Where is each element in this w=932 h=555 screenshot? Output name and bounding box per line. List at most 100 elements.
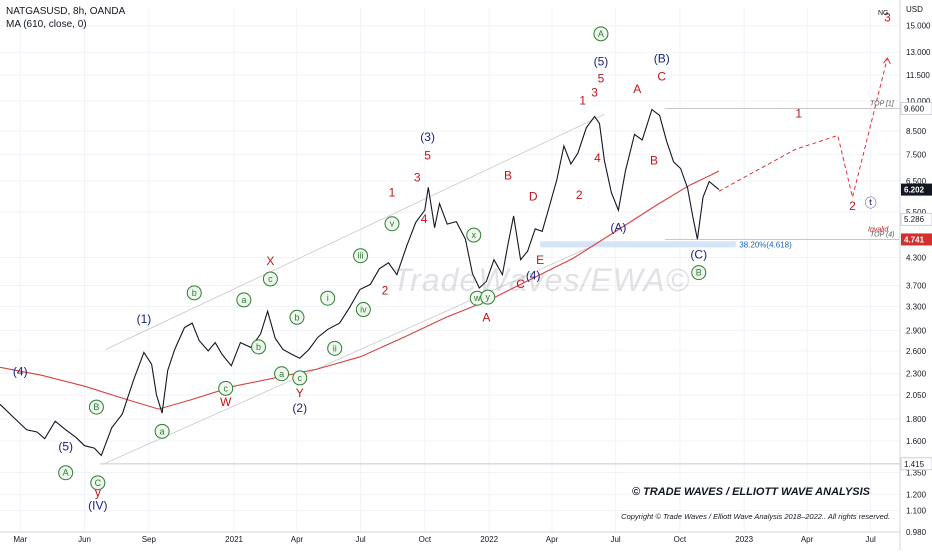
wave-label: a	[160, 426, 165, 436]
price-badge	[900, 102, 932, 115]
price-badge	[901, 233, 932, 246]
wave-label: (A)	[610, 220, 626, 234]
y-tick-label: 1.800	[906, 415, 927, 424]
wave-label: 2	[849, 199, 856, 213]
wave-label-circle	[88, 399, 104, 415]
x-tick-label: Apr	[801, 535, 814, 544]
wave-label-circle	[251, 339, 267, 355]
wave-label: (4)	[13, 364, 28, 378]
y-tick-label: 4.300	[906, 254, 927, 263]
forecast-path	[718, 57, 891, 198]
y-tick-label: 1.100	[906, 507, 927, 516]
wave-label-circle	[691, 265, 707, 281]
wave-label: v	[390, 219, 395, 229]
wave-label: A	[63, 468, 69, 478]
wave-label: a	[241, 295, 246, 305]
price-badge-label: 9.600	[904, 105, 925, 114]
fib-zone: 38.20%(4.618)	[540, 240, 792, 249]
copyright-main: © TRADE WAVES / ELLIOTT WAVE ANALYSIS	[631, 486, 870, 498]
channel-line	[105, 244, 595, 464]
y-tick-label: 10.000	[906, 97, 931, 106]
x-tick-label: Oct	[419, 535, 432, 544]
wave-label: A	[633, 82, 641, 96]
wave-label-circle	[320, 290, 336, 306]
wave-label: (5)	[594, 55, 609, 69]
wave-label-circle	[218, 380, 234, 396]
price-badge	[900, 457, 932, 471]
wave-label-circle	[384, 216, 400, 232]
wave-label: iv	[360, 305, 367, 315]
wave-label-circle	[90, 475, 106, 491]
wave-label: 4	[594, 151, 601, 165]
wave-label-circle	[154, 423, 170, 439]
wave-label: c	[268, 274, 273, 284]
wave-label: i	[327, 293, 329, 303]
trend-channel	[105, 114, 605, 464]
wave-label-circle	[262, 271, 278, 287]
copyright-sub: Copyright © Trade Waves / Elliott Wave A…	[621, 512, 890, 521]
wave-label-circle	[327, 340, 343, 356]
wave-label: 1	[579, 94, 586, 108]
fib-label: 38.20%(4.618)	[739, 240, 792, 249]
wave-label-circle	[289, 309, 305, 325]
indicator-title[interactable]: MA (610, close, 0)	[6, 19, 87, 30]
price-badge	[901, 183, 932, 196]
wave-label: 2	[382, 284, 389, 298]
x-tick-label: Jun	[78, 535, 91, 544]
y-tick-label: 3.700	[906, 281, 927, 290]
wave-label: W	[220, 395, 232, 409]
wave-label: 3	[591, 85, 598, 99]
y-tick-label: 5.500	[906, 208, 927, 217]
y-tick-label: 11.500	[906, 71, 930, 80]
wave-label: a	[279, 369, 284, 379]
wave-label: A	[482, 310, 490, 324]
wave-label: 5	[424, 148, 431, 162]
wave-label-circle	[236, 292, 252, 308]
fib-band	[540, 241, 736, 248]
watermark-text: TradeWaves/EWA©	[392, 262, 691, 298]
wave-label: B	[93, 402, 99, 412]
wave-label: E	[536, 253, 544, 267]
wave-label: b	[294, 312, 299, 322]
wave-label: (3)	[420, 130, 435, 144]
x-tick-label: Jul	[866, 535, 876, 544]
channel-line	[105, 114, 605, 350]
wave-label: (4)	[526, 269, 541, 283]
wave-label: b	[256, 342, 261, 352]
wave-label: 3	[884, 10, 891, 24]
x-tick-label: Jul	[355, 535, 365, 544]
price-badge-label: 4.741	[904, 235, 925, 244]
x-tick-label: Oct	[674, 535, 687, 544]
grid	[0, 8, 900, 533]
y-tick-label: 13.000	[906, 48, 931, 57]
price-badge-label: 5.286	[904, 215, 925, 224]
wave-label: w	[473, 293, 481, 303]
wave-label-circle	[355, 302, 371, 318]
wave-label: iii	[358, 251, 364, 261]
ticker-label: NG	[878, 10, 889, 17]
x-tick-label: Apr	[546, 535, 559, 544]
wave-label: 1	[389, 185, 396, 199]
wave-label: X	[266, 254, 274, 268]
wave-labels: (4)(5)ABCy(IV)(1)abcWabcXabcY(2)iiiiiiiv…	[13, 10, 891, 512]
wave-label-circle	[480, 289, 496, 305]
wave-label: (IV)	[88, 499, 107, 513]
x-tick-label: Apr	[291, 535, 304, 544]
forecast-arrowhead	[883, 57, 891, 65]
wave-label: (2)	[292, 401, 307, 415]
x-tick-label: 2021	[225, 535, 243, 544]
y-tick-label: 3.300	[906, 303, 927, 312]
x-tick-label: 2022	[480, 535, 498, 544]
wave-label-circle	[353, 248, 369, 264]
wave-label: (B)	[654, 52, 670, 66]
wave-label: 1	[795, 106, 802, 120]
wave-label: (5)	[58, 440, 73, 454]
wave-label: C	[657, 70, 666, 84]
level-label: TOP [1]	[870, 101, 895, 108]
x-tick-label: 2023	[735, 535, 753, 544]
symbol-title[interactable]: NATGASUSD, 8h, OANDA	[6, 6, 126, 17]
wave-label: B	[504, 168, 512, 182]
